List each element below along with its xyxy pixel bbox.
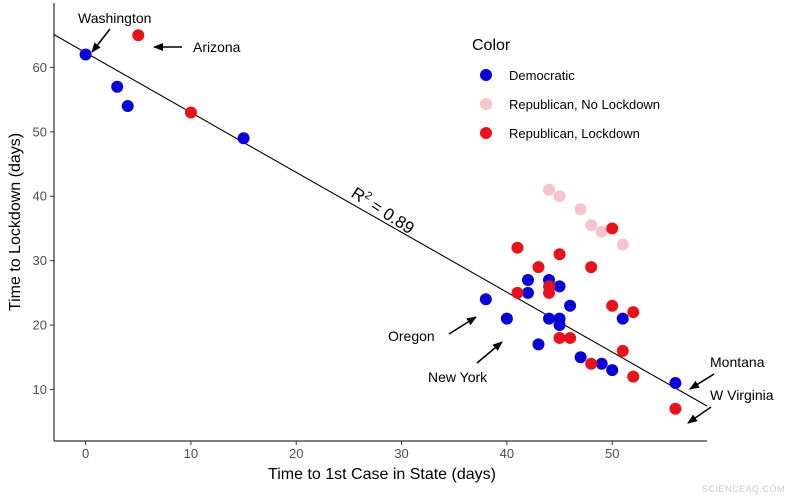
x-tick-label: 0 bbox=[82, 446, 89, 461]
data-point-series-0 bbox=[500, 312, 513, 325]
x-tick-label: 20 bbox=[289, 446, 303, 461]
data-point-series-2 bbox=[564, 331, 577, 344]
trendline bbox=[53, 34, 708, 407]
data-point-series-2 bbox=[606, 299, 619, 312]
data-point-series-0 bbox=[79, 48, 92, 61]
annotation-montana: Montana bbox=[710, 354, 765, 370]
annotation-w-virginia: W Virginia bbox=[710, 387, 774, 403]
data-point-series-2 bbox=[627, 370, 640, 383]
y-tick-label: 40 bbox=[33, 189, 47, 204]
data-point-series-0 bbox=[532, 338, 545, 351]
data-point-series-1 bbox=[574, 203, 587, 216]
data-point-series-0 bbox=[237, 132, 250, 145]
data-point-series-0 bbox=[669, 377, 682, 390]
arrow-new-york bbox=[476, 341, 503, 364]
data-point-series-2 bbox=[553, 331, 566, 344]
data-point-series-0 bbox=[553, 280, 566, 293]
data-point-series-2 bbox=[616, 344, 629, 357]
arrow-montana bbox=[689, 373, 715, 390]
data-point-series-2 bbox=[511, 241, 524, 254]
annotation-oregon: Oregon bbox=[388, 328, 435, 344]
axes bbox=[53, 3, 707, 442]
data-point-series-0 bbox=[521, 273, 534, 286]
data-point-series-2 bbox=[184, 106, 197, 119]
data-point-series-1 bbox=[543, 183, 556, 196]
annotation-new-york: New York bbox=[428, 369, 488, 385]
y-tick-label: 30 bbox=[33, 253, 47, 268]
legend-label-republican-no-lockdown: Republican, No Lockdown bbox=[509, 97, 660, 112]
y-tick-label: 10 bbox=[33, 382, 47, 397]
data-point-series-0 bbox=[606, 364, 619, 377]
data-point-series-2 bbox=[543, 286, 556, 299]
y-tick-label: 20 bbox=[33, 318, 47, 333]
data-point-series-2 bbox=[585, 261, 598, 274]
annotation-washington: Washington bbox=[78, 10, 151, 26]
y-ticks: 10 20 30 40 50 60 bbox=[33, 60, 54, 397]
data-point-series-0 bbox=[521, 286, 534, 299]
x-tick-label: 40 bbox=[500, 446, 514, 461]
arrow-washington bbox=[91, 28, 111, 53]
data-point-series-2 bbox=[511, 286, 524, 299]
data-point-series-0 bbox=[543, 312, 556, 325]
x-axis-title: Time to 1st Case in State (days) bbox=[268, 466, 496, 483]
legend: Color Democratic Republican, No Lockdown… bbox=[472, 37, 660, 141]
data-point-series-2 bbox=[132, 29, 145, 42]
legend-swatch-republican-lockdown bbox=[480, 127, 492, 139]
arrow-oregon bbox=[448, 316, 477, 335]
legend-label-republican-lockdown: Republican, Lockdown bbox=[509, 126, 640, 141]
x-tick-label: 30 bbox=[394, 446, 408, 461]
legend-title: Color bbox=[472, 37, 511, 54]
annotation-arizona: Arizona bbox=[193, 39, 241, 55]
data-point-series-0 bbox=[595, 357, 608, 370]
data-point-series-2 bbox=[532, 261, 545, 274]
data-point-series-2 bbox=[585, 357, 598, 370]
data-point-series-1 bbox=[553, 190, 566, 203]
data-point-series-0 bbox=[479, 293, 492, 306]
data-point-series-2 bbox=[553, 248, 566, 261]
arrow-w-virginia bbox=[687, 406, 712, 424]
x-tick-label: 10 bbox=[184, 446, 198, 461]
data-point-series-0 bbox=[121, 100, 134, 113]
watermark: SCIENCEAQ.COM bbox=[702, 484, 785, 494]
r-squared-label: R2 = 0.89 bbox=[348, 183, 418, 238]
y-tick-label: 50 bbox=[33, 124, 47, 139]
y-axis-title: Time to Lockdown (days) bbox=[7, 133, 24, 311]
data-point-series-0 bbox=[553, 319, 566, 332]
data-point-series-1 bbox=[595, 225, 608, 238]
legend-swatch-democratic bbox=[480, 69, 492, 81]
data-point-series-0 bbox=[616, 312, 629, 325]
data-point-series-0 bbox=[111, 80, 124, 93]
data-point-series-1 bbox=[585, 219, 598, 232]
data-point-series-2 bbox=[627, 306, 640, 319]
data-point-series-1 bbox=[616, 238, 629, 251]
data-point-series-2 bbox=[606, 222, 619, 235]
state-annotations: Washington Arizona Oregon New York Monta… bbox=[78, 10, 774, 424]
data-points bbox=[79, 29, 682, 415]
x-tick-label: 50 bbox=[605, 446, 619, 461]
legend-swatch-republican-no-lockdown bbox=[480, 98, 492, 110]
data-point-series-2 bbox=[669, 402, 682, 415]
y-tick-label: 60 bbox=[33, 60, 47, 75]
x-ticks: 0 10 20 30 40 50 bbox=[82, 441, 619, 461]
legend-label-democratic: Democratic bbox=[509, 68, 575, 83]
data-point-series-0 bbox=[564, 299, 577, 312]
data-point-series-0 bbox=[574, 351, 587, 364]
